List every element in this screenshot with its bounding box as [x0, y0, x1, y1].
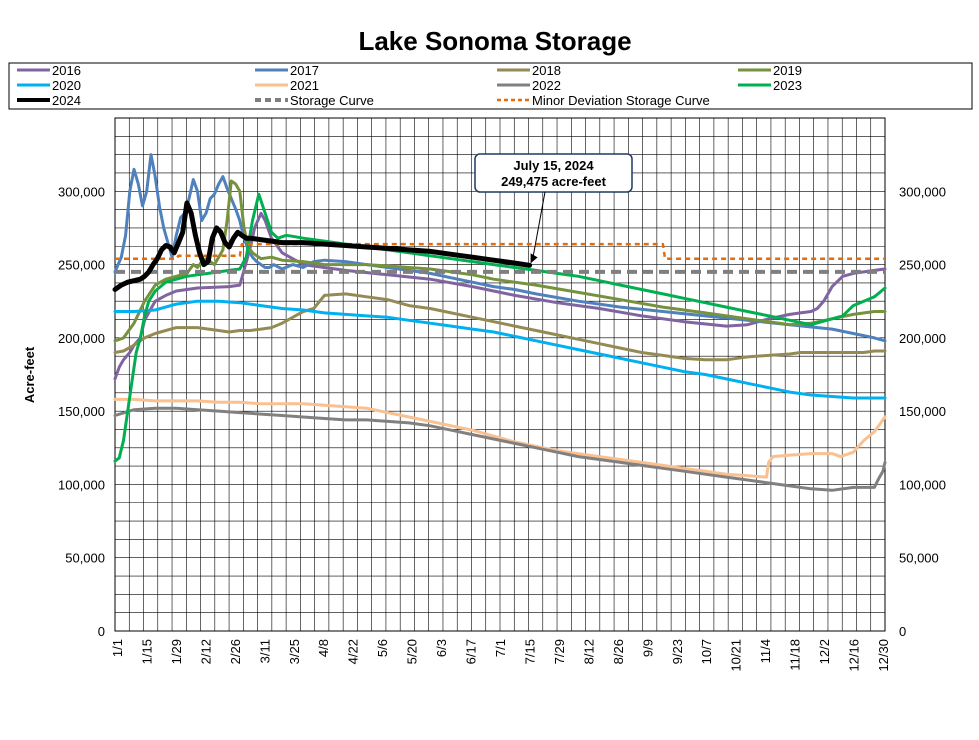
x-tick-label: 2/26	[228, 639, 243, 664]
x-tick-label: 1/1	[110, 639, 125, 657]
x-tick-label: 12/30	[876, 639, 891, 672]
chart-title: Lake Sonoma Storage	[358, 26, 631, 56]
x-tick-label: 8/12	[581, 639, 596, 664]
x-tick-label: 10/21	[729, 639, 744, 672]
legend-frame	[8, 62, 973, 110]
x-tick-label: 6/17	[464, 639, 479, 664]
x-tick-label: 3/11	[257, 639, 272, 663]
legend-label: 2020	[52, 78, 81, 93]
legend-label: 2024	[52, 93, 81, 108]
y-tick-label-right: 0	[899, 624, 906, 639]
legend-label: 2023	[773, 78, 802, 93]
x-tick-label: 7/29	[552, 639, 567, 664]
y-tick-label-left: 200,000	[58, 331, 105, 346]
callout-arrow-head	[530, 253, 538, 264]
x-tick-label: 9/23	[670, 639, 685, 664]
callout-box	[474, 153, 633, 193]
legend: 2016 2017 2018 2019 2020 2021 2022 2023 2024 Stor…	[8, 62, 973, 110]
y-tick-label-right: 250,000	[899, 258, 946, 273]
series-line-minor-deviation-storage-curve	[115, 242, 885, 260]
x-tick-label: 5/20	[405, 639, 420, 664]
y-tick-label-left: 50,000	[65, 551, 105, 566]
x-tick-label: 11/4	[758, 639, 773, 663]
x-tick-label: 10/7	[699, 639, 714, 664]
y-tick-label-left: 100,000	[58, 477, 105, 492]
legend-label: Storage Curve	[290, 93, 374, 108]
y-tick-label-left: 250,000	[58, 258, 105, 273]
series-line-2019	[113, 179, 887, 343]
y-tick-label-left: 150,000	[58, 404, 105, 419]
x-tick-label: 12/16	[847, 639, 862, 672]
y-tick-label-right: 100,000	[899, 477, 946, 492]
series-line-2018	[113, 292, 887, 362]
series-line-2020	[113, 299, 887, 400]
series-line-2022	[113, 406, 887, 492]
series-line-2024	[112, 200, 533, 292]
x-tick-label: 5/6	[375, 639, 390, 657]
x-tick-label: 8/26	[611, 639, 626, 664]
legend-label: 2021	[290, 78, 319, 93]
x-tick-label: 6/3	[434, 639, 449, 657]
legend-label: 2018	[532, 63, 561, 78]
legend-label: 2019	[773, 63, 802, 78]
x-tick-label: 9/9	[640, 639, 655, 657]
x-tick-label: 7/15	[522, 639, 537, 664]
legend-label: 2022	[532, 78, 561, 93]
x-tick-label: 4/8	[316, 639, 331, 657]
y-tick-label-right: 150,000	[899, 404, 946, 419]
callout-line1: July 15, 2024	[513, 158, 594, 173]
callout-arrow-line	[532, 191, 546, 260]
legend-label: Minor Deviation Storage Curve	[532, 93, 710, 108]
y-tick-label-left: 300,000	[58, 184, 105, 199]
x-tick-label: 1/15	[139, 639, 154, 664]
x-tick-label: 2/12	[198, 639, 213, 664]
x-tick-label: 7/1	[493, 639, 508, 657]
x-tick-label: 12/2	[817, 639, 832, 664]
plot-area: 0 0 50,000 50,000 100,000 100,000 150,000 150,0…	[58, 117, 946, 672]
x-tick-label: 3/25	[287, 639, 302, 664]
legend-label: 2016	[52, 63, 81, 78]
y-axis-label: Acre-feet	[22, 346, 37, 403]
legend-label: 2017	[290, 63, 319, 78]
y-tick-label-right: 300,000	[899, 184, 946, 199]
x-tick-label: 1/29	[169, 639, 184, 664]
x-tick-label: 4/22	[346, 639, 361, 664]
y-tick-label-right: 200,000	[899, 331, 946, 346]
y-tick-label-right: 50,000	[899, 551, 939, 566]
y-tick-label-left: 0	[98, 624, 105, 639]
callout-line2: 249,475 acre-feet	[501, 174, 606, 189]
x-tick-label: 11/18	[788, 639, 803, 671]
